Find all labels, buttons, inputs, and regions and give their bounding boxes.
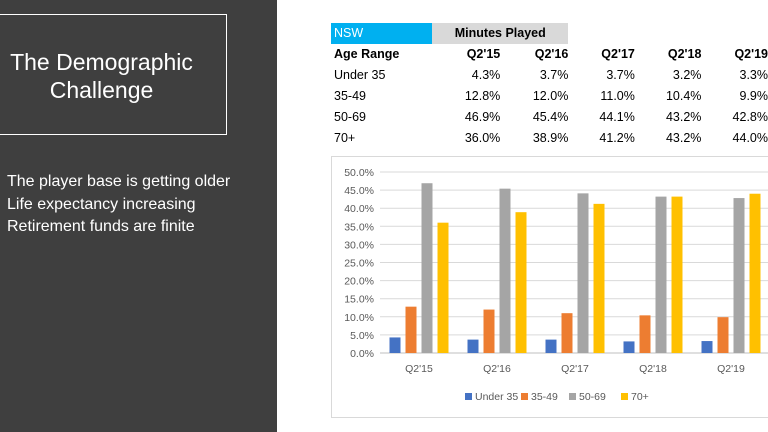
bar: [421, 183, 433, 353]
title-box: The Demographic Challenge: [0, 14, 227, 135]
x-tick-label: Q2'16: [483, 363, 511, 375]
legend-swatch: [569, 393, 576, 400]
bullet-item: Retirement funds are finite: [7, 218, 195, 235]
table-cell: 44.0%: [732, 131, 768, 145]
table-cell: 3.7%: [539, 68, 569, 82]
y-tick-label: 30.0%: [344, 239, 374, 251]
y-tick-label: 40.0%: [344, 203, 374, 215]
table-header-cell: Q2'16: [534, 47, 569, 61]
data-table: NSW Minutes Played Age Range Q2'15 Q2'16…: [331, 23, 768, 149]
table-header-row: Age Range Q2'15 Q2'16 Q2'17 Q2'18 Q2'19: [331, 44, 768, 65]
bar: [671, 196, 683, 353]
y-tick-label: 50.0%: [344, 167, 374, 179]
bar: [389, 337, 401, 353]
y-tick-label: 10.0%: [344, 312, 374, 324]
bar-chart: 0.0% 5.0% 10.0% 15.0% 20.0% 25.0% 30.0% 35.0% 40…: [344, 167, 768, 403]
bar: [405, 306, 417, 353]
metric-label: Minutes Played: [432, 23, 569, 44]
bar: [561, 313, 573, 353]
y-tick-label: 25.0%: [344, 258, 374, 270]
table-header-cell: Q2'17: [601, 47, 635, 61]
bar: [749, 193, 761, 353]
table-cell: 43.2%: [665, 110, 702, 124]
table-cell: 35-49: [334, 89, 366, 103]
region-label: NSW: [331, 23, 433, 44]
table-header-cell: Q2'19: [734, 47, 768, 61]
y-tick-label: 45.0%: [344, 185, 374, 197]
legend-label: 50-69: [579, 391, 606, 403]
table-cell: Under 35: [334, 68, 386, 82]
table-cell: 50-69: [334, 110, 366, 124]
table-row: 70+ 36.0% 38.9% 41.2% 43.2% 44.0%: [331, 128, 768, 149]
bar: [467, 339, 479, 353]
bar: [623, 341, 635, 353]
table-cell: 70+: [334, 131, 356, 145]
bullet-item: The player base is getting older: [7, 173, 231, 190]
legend-label: Under 35: [475, 391, 518, 403]
bullet-list: The player base is getting older Life ex…: [7, 172, 269, 240]
bar: [655, 196, 667, 353]
bar: [717, 317, 729, 353]
bar: [483, 309, 495, 353]
bar: [437, 222, 449, 353]
y-tick-label: 0.0%: [350, 348, 374, 360]
x-tick-label: Q2'18: [639, 363, 667, 375]
table-cell: 45.4%: [532, 110, 569, 124]
bar: [701, 341, 713, 353]
legend-swatch: [621, 393, 628, 400]
table-header-cell: Age Range: [334, 47, 400, 61]
table-cell: 38.9%: [532, 131, 569, 145]
table-cell: 41.2%: [599, 131, 635, 145]
legend-label: 70+: [631, 391, 649, 403]
bar: [545, 339, 557, 353]
table-cell: 46.9%: [464, 110, 501, 124]
table-cell: 11.0%: [600, 89, 635, 103]
table-cell: 36.0%: [464, 131, 501, 145]
slide-title: The Demographic Challenge: [10, 49, 193, 103]
legend-swatch: [465, 393, 472, 400]
table-cell: 3.2%: [672, 68, 702, 82]
legend-swatch: [521, 393, 528, 400]
y-tick-label: 35.0%: [344, 221, 374, 233]
bar: [515, 212, 527, 353]
table-cell: 44.1%: [599, 110, 635, 124]
table-row: 35-49 12.8% 12.0% 11.0% 10.4% 9.9%: [331, 86, 768, 107]
table-cell: 9.9%: [739, 89, 768, 103]
x-tick-label: Q2'15: [405, 363, 433, 375]
table-cell: 43.2%: [665, 131, 702, 145]
table-header-cell: Q2'15: [466, 47, 501, 61]
bar: [639, 315, 651, 353]
y-tick-label: 15.0%: [344, 294, 374, 306]
table-header-cell: Q2'18: [667, 47, 702, 61]
chart-frame: [331, 156, 768, 418]
bullet-item: Life expectancy increasing: [7, 195, 196, 213]
table-cell: 12.0%: [532, 89, 569, 103]
table-title-row: NSW Minutes Played: [331, 23, 768, 44]
y-tick-label: 20.0%: [344, 276, 374, 288]
table-cell: 12.8%: [464, 89, 501, 103]
table-row: 50-69 46.9% 45.4% 44.1% 43.2% 42.8%: [331, 107, 768, 128]
table-cell: 4.3%: [471, 68, 501, 82]
x-tick-label: Q2'19: [717, 363, 745, 375]
legend-label: 35-49: [531, 391, 558, 403]
table-cell: 42.8%: [732, 110, 768, 124]
y-tick-label: 5.0%: [350, 330, 374, 342]
table-cell: 3.7%: [606, 68, 635, 82]
x-tick-label: Q2'17: [561, 363, 589, 375]
table-cell: 10.4%: [665, 89, 702, 103]
table-cell: 3.3%: [739, 68, 768, 82]
bar: [593, 203, 605, 353]
left-panel: The Demographic Challenge The player bas…: [0, 0, 277, 432]
bar: [499, 188, 511, 353]
table-row: Under 35 4.3% 3.7% 3.7% 3.2% 3.3%: [331, 65, 768, 86]
bar: [733, 198, 745, 353]
bar: [577, 193, 589, 353]
